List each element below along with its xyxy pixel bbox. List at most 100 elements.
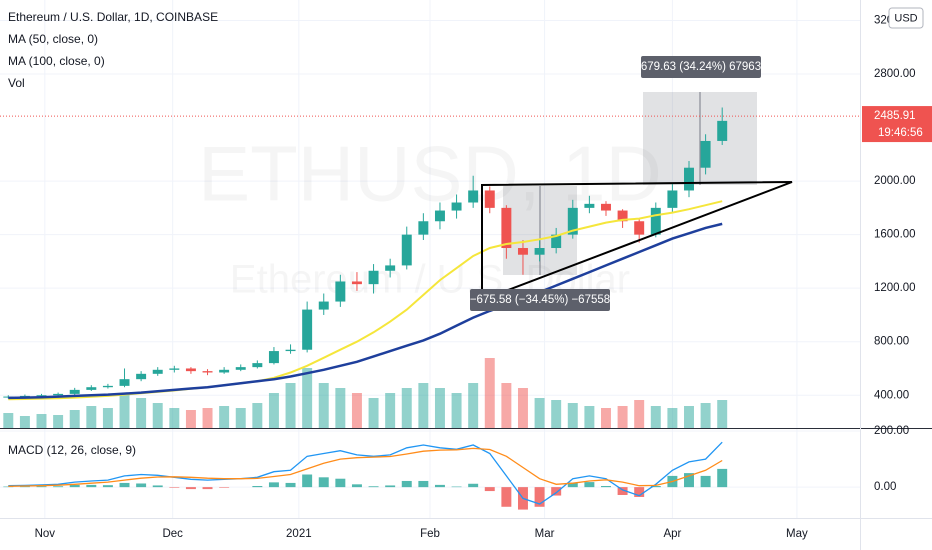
volume-bar xyxy=(368,398,379,428)
candle-body xyxy=(119,379,130,386)
candle-body xyxy=(169,368,180,370)
candle-body xyxy=(650,207,661,235)
candle-body xyxy=(517,248,528,255)
macd-histogram-bar xyxy=(468,483,479,488)
volume-bar xyxy=(202,408,213,428)
x-tick-label: Mar xyxy=(535,528,555,540)
volume-bar xyxy=(468,383,479,428)
volume-bar xyxy=(601,408,611,428)
macd-histogram-bar xyxy=(351,484,362,488)
candle-body xyxy=(434,210,445,222)
macd-histogram-bar xyxy=(3,486,14,488)
volume-bar xyxy=(53,415,64,428)
candle-body xyxy=(700,140,711,168)
volume-bar xyxy=(567,403,578,428)
macd-histogram-bar xyxy=(717,468,728,488)
candle-body xyxy=(219,369,230,373)
macd-legend: MACD (12, 26, close, 9) xyxy=(8,443,136,457)
candle-body xyxy=(268,351,279,364)
candle-body xyxy=(86,387,97,390)
macd-histogram-bar xyxy=(418,480,429,488)
candle-body xyxy=(451,202,462,211)
macd-histogram-bar xyxy=(36,486,47,488)
volume-bar xyxy=(102,408,113,428)
legend-entry: Vol xyxy=(8,76,25,90)
candle-body xyxy=(717,120,728,141)
volume-bar xyxy=(86,406,97,428)
currency[interactable]: USD xyxy=(894,12,917,24)
volume-bar xyxy=(418,383,429,428)
macd-histogram-bar xyxy=(368,486,379,488)
y-tick-label: 2000.00 xyxy=(874,175,916,187)
macd-histogram-bar xyxy=(601,486,611,488)
macd-histogram-bar xyxy=(53,486,64,488)
macd-histogram-bar xyxy=(335,478,346,488)
volume-bar xyxy=(451,393,462,428)
candle-body xyxy=(252,363,263,368)
volume-bar xyxy=(401,388,412,428)
macd-histogram-bar xyxy=(401,480,412,488)
volume-bar xyxy=(534,398,545,428)
candle-body xyxy=(684,167,694,191)
candle-body xyxy=(185,368,196,372)
triangle-drawing xyxy=(481,181,793,301)
macd-histogram-bar xyxy=(634,487,645,497)
candle-body xyxy=(418,221,429,235)
macd-histogram-bar xyxy=(385,485,396,488)
macd-histogram-bar xyxy=(584,482,595,488)
volume-bar xyxy=(169,408,180,428)
volume-bar xyxy=(19,416,30,428)
macd-histogram-bar xyxy=(484,487,495,492)
volume-bar xyxy=(617,406,628,428)
candle-body xyxy=(152,369,163,374)
watermark: ETHUSD, 1D xyxy=(198,130,662,218)
macd-signal-line xyxy=(8,447,723,487)
x-tick-label: Dec xyxy=(162,528,183,540)
volume-bar xyxy=(119,393,130,428)
candle-body xyxy=(385,265,396,271)
volume-bar xyxy=(584,406,595,428)
y-tick-label: 400.00 xyxy=(874,389,909,401)
volume-bar xyxy=(285,383,296,428)
candle-body xyxy=(484,190,495,208)
volume-bar xyxy=(219,406,230,428)
candle-body xyxy=(351,281,362,285)
annotation: 679.63 (34.24%) 67963 xyxy=(641,56,761,78)
candle-body xyxy=(285,349,296,352)
candle-body xyxy=(534,248,545,255)
volume-bar xyxy=(152,403,163,428)
candle-body xyxy=(501,207,512,249)
countdown-label: 19:46:56 xyxy=(878,127,923,139)
macd-histogram-bar xyxy=(501,487,512,507)
x-tick-label: Feb xyxy=(420,528,440,540)
candle-body xyxy=(335,281,346,302)
macd-histogram-bar xyxy=(700,475,711,488)
y-tick-label: 2800.00 xyxy=(874,68,916,80)
x-tick-label: Nov xyxy=(35,528,56,540)
y-tick-label: 200.00 xyxy=(874,425,909,437)
volume-bar xyxy=(302,368,313,428)
volume-bar xyxy=(351,393,362,428)
y-tick-label: 1600.00 xyxy=(874,229,916,241)
candle-body xyxy=(617,210,628,222)
macd-histogram-bar xyxy=(119,482,130,488)
macd-histogram-bar xyxy=(185,487,196,490)
moving-averages xyxy=(8,200,723,401)
volume-bar xyxy=(634,400,645,428)
annotation-text: 679.63 (34.24%) 67963 xyxy=(641,61,761,73)
volume-bar xyxy=(185,410,196,428)
candle-body xyxy=(69,389,80,394)
macd-histogram-bar xyxy=(268,482,279,488)
chart-title: Ethereum / U.S. Dollar, 1D, COINBASE xyxy=(8,10,218,24)
volume-bar xyxy=(551,400,562,428)
candle-body xyxy=(302,309,313,350)
volume xyxy=(3,358,728,428)
moving-average-line xyxy=(8,222,723,400)
candle-body xyxy=(667,190,678,208)
macd-histogram-bar xyxy=(434,484,445,488)
candle-body xyxy=(202,371,213,373)
candle-body xyxy=(401,234,412,266)
currency-button[interactable] xyxy=(888,7,924,29)
